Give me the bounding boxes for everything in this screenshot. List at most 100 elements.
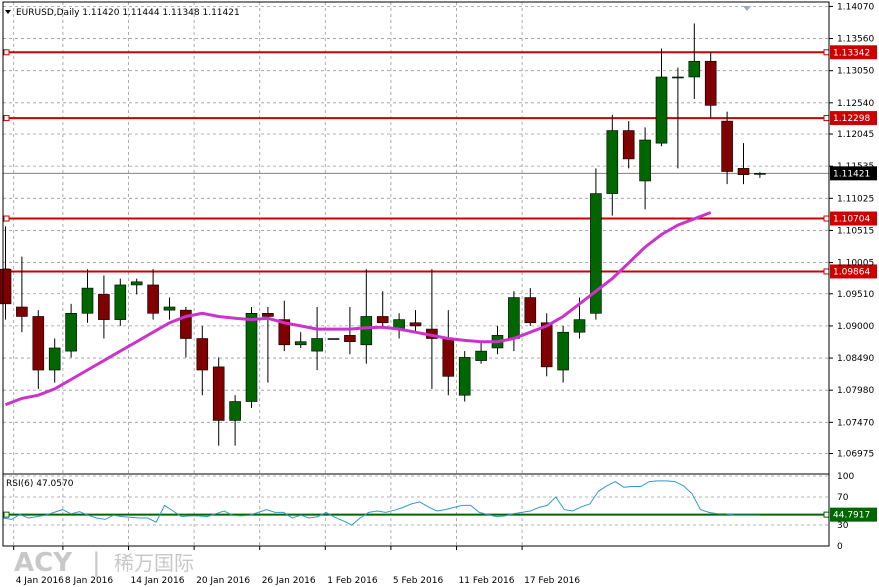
chart-title: EURUSD,Daily 1.11420 1.11444 1.11348 1.1…	[16, 8, 240, 18]
candle-body	[294, 341, 307, 346]
y-tick-label: 1.11535	[837, 162, 874, 172]
candle-body	[590, 193, 602, 314]
header: EURUSD,Daily 1.11420 1.11444 1.11348 1.1…	[5, 6, 751, 18]
level-handle-left	[3, 115, 10, 122]
candle-body	[98, 294, 110, 320]
level-handle-right	[823, 115, 830, 122]
candle-body	[130, 281, 143, 286]
candle-body	[278, 319, 291, 346]
y-tick-label: 1.10005	[837, 259, 874, 269]
y-tick-label: 1.13560	[837, 35, 874, 45]
candle-body	[622, 130, 635, 160]
rsi-tick-label: 0	[837, 542, 843, 552]
candle-body	[360, 316, 373, 346]
candle-body	[540, 322, 553, 368]
candle-body	[196, 338, 209, 371]
candle-body	[32, 316, 45, 371]
horizontal-levels: 1.13342 1.12298 1.10704 1.09864 1.11421	[3, 45, 877, 279]
candle-body	[212, 366, 225, 421]
candle-body	[573, 319, 586, 333]
rsi-level-label: 44.7917	[833, 511, 870, 521]
rsi-tick-label: 70	[837, 493, 849, 503]
watermark: ACY | 稀万国际	[14, 548, 194, 578]
candle-body	[606, 130, 619, 194]
candle-body	[81, 287, 94, 314]
y-tick-label: 1.07980	[837, 386, 874, 396]
candle-body	[180, 309, 192, 339]
x-tick-label: 11 Feb 2016	[459, 576, 515, 586]
rsi-label: RSI(6) 47.0570	[6, 479, 74, 489]
x-tick-label: 26 Jan 2016	[262, 576, 316, 586]
x-tick-label: 17 Feb 2016	[524, 576, 580, 586]
level-label: 1.10704	[833, 215, 870, 225]
candle-body	[688, 60, 701, 78]
candle-body	[672, 76, 684, 79]
y-tick-label: 1.08490	[837, 354, 874, 364]
y-tick-label: 1.10515	[837, 226, 874, 236]
x-tick-label: 8 Jan 2016	[65, 576, 113, 586]
candle-body	[524, 297, 537, 324]
x-tick-label: 14 Jan 2016	[131, 576, 185, 586]
candle-body	[0, 268, 12, 305]
y-tick-label: 1.09000	[837, 322, 874, 332]
rsi-level-handle-right	[823, 511, 830, 518]
grid	[3, 2, 829, 546]
level-handle-right	[823, 268, 830, 275]
watermark-separator: |	[92, 548, 101, 578]
candle-body	[704, 60, 717, 106]
rsi-level-handle-left	[3, 511, 10, 518]
ma-line	[4, 211, 712, 407]
candle-body	[16, 306, 28, 317]
rsi-tick-label: 30	[837, 521, 849, 531]
candle-body	[737, 168, 750, 175]
level-handle-right	[823, 49, 830, 56]
candle-body	[163, 306, 176, 311]
y-tick-label: 1.09510	[837, 290, 874, 300]
candle-body	[229, 401, 241, 421]
level-label-box	[830, 211, 877, 226]
level-handle-left	[3, 215, 10, 222]
level-handle-left	[3, 49, 10, 56]
x-tick-label: 1 Feb 2016	[327, 576, 378, 586]
candle-body	[65, 313, 77, 352]
candle-body	[721, 120, 733, 172]
candle-body	[442, 338, 455, 377]
current-price-label: 1.11421	[833, 169, 870, 179]
candle-body	[754, 173, 766, 175]
candle-body	[114, 284, 127, 320]
candle-body	[327, 338, 340, 340]
y-tick-label: 1.11025	[837, 194, 874, 204]
rsi-tick-label: 100	[837, 472, 854, 482]
y-tick-label: 1.13050	[837, 67, 874, 77]
y-tick-label: 1.14070	[837, 2, 874, 12]
candle-body	[458, 357, 471, 396]
candle-body	[311, 338, 323, 352]
rsi-level-box	[830, 507, 877, 522]
rsi-line	[2, 480, 760, 526]
dropdown-arrow-icon[interactable]	[5, 10, 11, 14]
candle-body	[475, 350, 487, 361]
candle-body	[262, 313, 274, 317]
scroll-marker-icon[interactable]	[743, 6, 751, 11]
level-label-box	[830, 45, 877, 60]
level-label-box	[830, 111, 877, 126]
level-label: 1.12298	[833, 114, 870, 124]
candles	[0, 23, 766, 446]
candle-body	[245, 313, 258, 402]
candle-body	[557, 331, 569, 371]
watermark-brand: ACY	[14, 548, 73, 578]
candle-body	[147, 284, 159, 314]
level-label: 1.13342	[833, 48, 870, 58]
candle-body	[655, 76, 668, 144]
y-tick-label: 1.12045	[837, 130, 874, 140]
level-label-box	[830, 264, 877, 279]
x-tick-label: 20 Jan 2016	[196, 576, 250, 586]
y-tick-label: 1.07470	[837, 418, 874, 428]
watermark-chinese: 稀万国际	[114, 551, 194, 575]
moving-average	[4, 211, 712, 407]
candle-body	[344, 335, 356, 342]
candle-body	[639, 139, 651, 182]
level-label: 1.09864	[833, 267, 870, 277]
